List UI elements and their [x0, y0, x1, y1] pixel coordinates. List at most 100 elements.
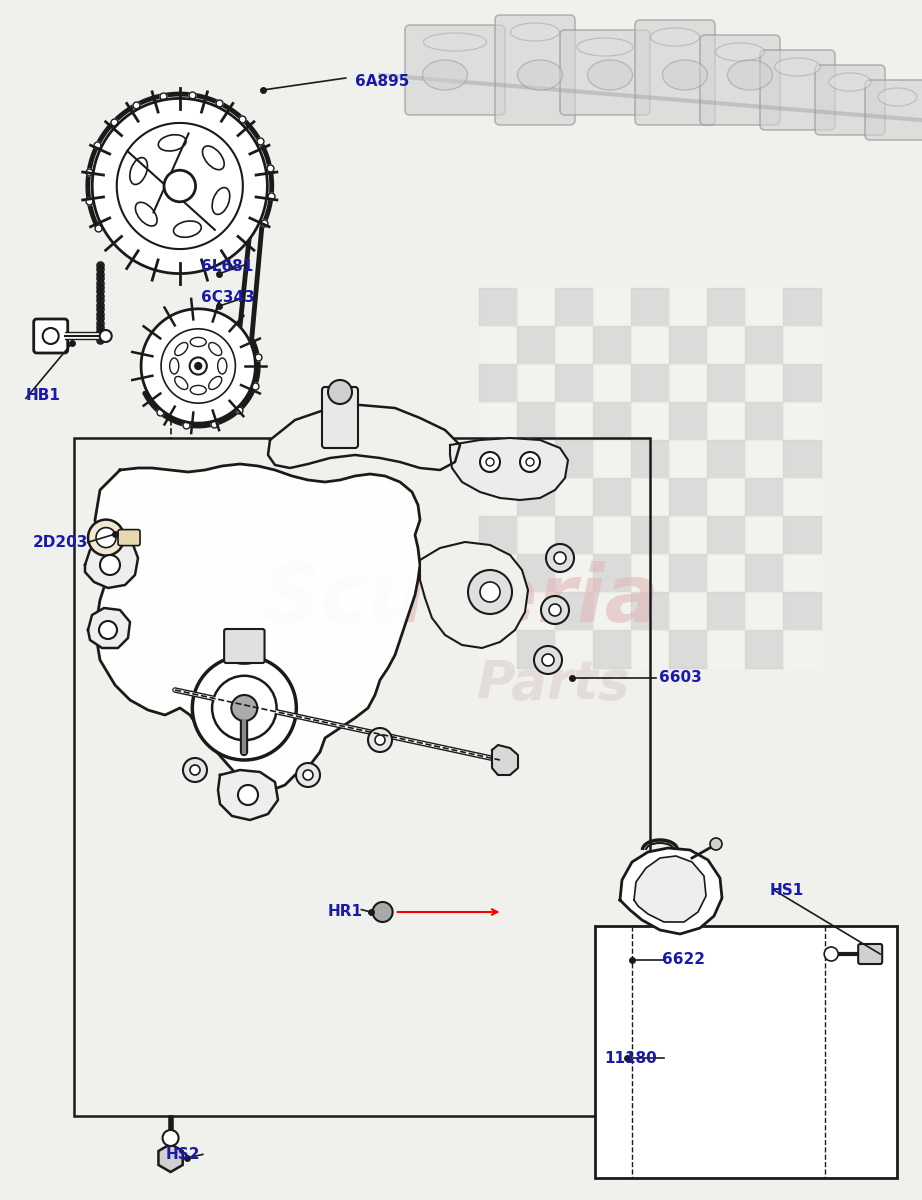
Bar [555, 592, 594, 630]
Circle shape [549, 604, 561, 616]
Circle shape [542, 654, 554, 666]
Bar [707, 592, 746, 630]
Bar [784, 592, 822, 630]
Text: 6C343: 6C343 [201, 290, 254, 305]
Bar [479, 288, 517, 326]
Circle shape [100, 554, 120, 575]
Bar [669, 478, 707, 516]
Circle shape [195, 362, 202, 370]
Bar [555, 288, 594, 326]
Ellipse shape [208, 377, 221, 390]
Bar [479, 516, 517, 554]
Bar [555, 402, 594, 440]
Circle shape [212, 676, 277, 740]
Circle shape [534, 646, 562, 674]
Bar [707, 516, 746, 554]
Bar [517, 326, 555, 364]
Circle shape [164, 170, 195, 202]
Ellipse shape [175, 377, 188, 390]
FancyBboxPatch shape [760, 50, 835, 130]
Bar [594, 592, 632, 630]
Bar [707, 630, 746, 668]
Bar [707, 478, 746, 516]
Bar [594, 440, 632, 478]
Ellipse shape [130, 157, 148, 185]
Text: HS1: HS1 [770, 883, 804, 898]
FancyBboxPatch shape [865, 80, 922, 140]
Bar [669, 554, 707, 592]
Bar [594, 326, 632, 364]
Bar [74, 438, 650, 1116]
Bar [669, 516, 707, 554]
Bar [632, 326, 669, 364]
Bar [707, 402, 746, 440]
FancyBboxPatch shape [700, 35, 780, 125]
Bar [594, 288, 632, 326]
Ellipse shape [663, 60, 707, 90]
Bar [517, 440, 555, 478]
Text: HB1: HB1 [26, 389, 61, 403]
Bar [669, 326, 707, 364]
Ellipse shape [577, 38, 633, 56]
Ellipse shape [829, 73, 871, 91]
Circle shape [824, 947, 838, 961]
Bar [632, 402, 669, 440]
Circle shape [526, 458, 534, 466]
Polygon shape [634, 856, 706, 922]
Ellipse shape [175, 342, 188, 355]
Bar [669, 592, 707, 630]
FancyBboxPatch shape [118, 529, 140, 546]
Polygon shape [218, 770, 278, 820]
Bar [746, 478, 784, 516]
Circle shape [96, 528, 116, 547]
Circle shape [328, 380, 352, 404]
FancyBboxPatch shape [560, 30, 650, 115]
Polygon shape [95, 464, 420, 790]
Text: 6L681: 6L681 [201, 259, 254, 274]
Circle shape [190, 766, 200, 775]
Polygon shape [117, 122, 242, 250]
Bar [669, 630, 707, 668]
Bar [555, 326, 594, 364]
Polygon shape [492, 745, 518, 775]
Bar [669, 364, 707, 402]
Circle shape [238, 785, 258, 805]
Bar [746, 630, 784, 668]
Circle shape [42, 328, 59, 344]
Bar [669, 402, 707, 440]
Circle shape [486, 458, 494, 466]
Circle shape [183, 758, 207, 782]
Circle shape [480, 582, 500, 602]
FancyBboxPatch shape [405, 25, 505, 115]
Bar [517, 592, 555, 630]
Bar [707, 364, 746, 402]
Bar [594, 630, 632, 668]
Ellipse shape [190, 385, 207, 395]
Bar [632, 630, 669, 668]
Circle shape [88, 520, 124, 556]
Bar [669, 288, 707, 326]
Bar [632, 592, 669, 630]
Ellipse shape [422, 60, 467, 90]
Circle shape [162, 1130, 179, 1146]
Bar [517, 288, 555, 326]
Circle shape [710, 838, 722, 850]
Circle shape [520, 452, 540, 472]
Bar [517, 364, 555, 402]
Circle shape [190, 358, 207, 374]
Bar [555, 630, 594, 668]
Bar [669, 440, 707, 478]
Circle shape [193, 656, 296, 760]
Text: 6A895: 6A895 [355, 74, 409, 89]
Bar [632, 364, 669, 402]
Text: 6622: 6622 [662, 953, 705, 967]
Circle shape [368, 728, 392, 752]
Bar [479, 592, 517, 630]
Circle shape [554, 552, 566, 564]
Ellipse shape [159, 134, 186, 151]
FancyBboxPatch shape [224, 629, 265, 662]
Bar [784, 402, 822, 440]
Bar [517, 402, 555, 440]
Bar [632, 554, 669, 592]
Circle shape [541, 596, 569, 624]
